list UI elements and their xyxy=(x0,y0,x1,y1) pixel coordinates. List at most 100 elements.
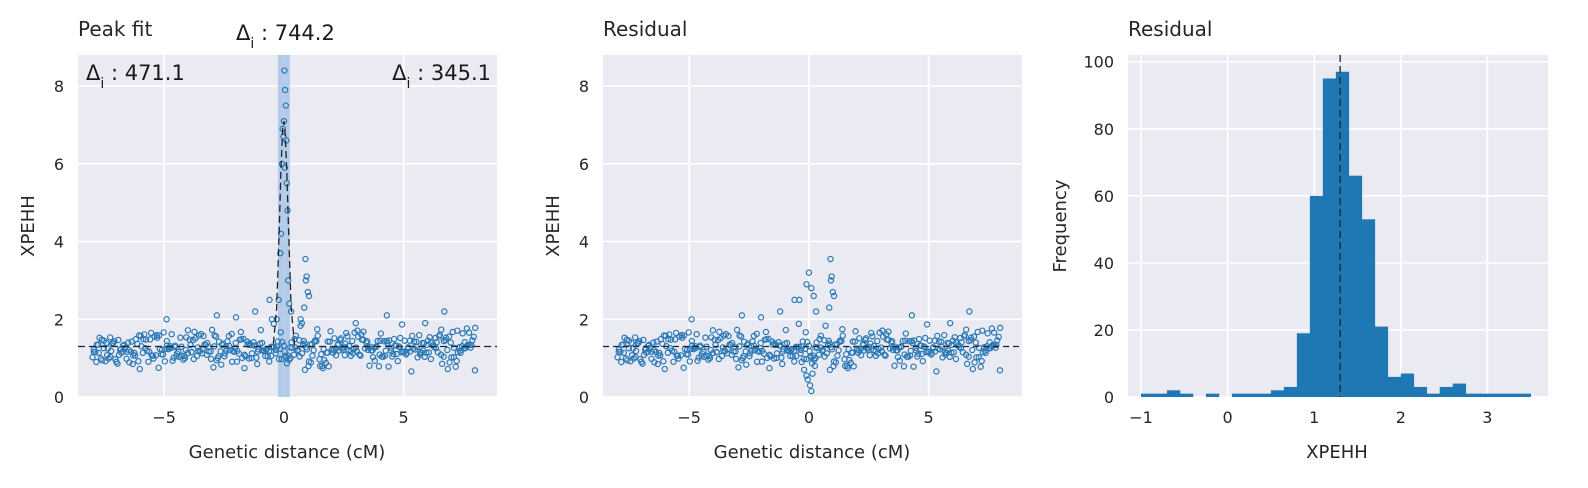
data-point xyxy=(879,327,886,334)
data-point xyxy=(990,329,998,336)
data-point xyxy=(298,319,306,327)
data-point xyxy=(934,332,941,340)
data-point xyxy=(888,337,896,345)
data-point xyxy=(946,319,954,327)
data-point xyxy=(782,326,790,334)
y-tick-label: 80 xyxy=(1094,120,1114,139)
data-point xyxy=(147,329,155,337)
data-point xyxy=(253,354,260,361)
data-point xyxy=(753,330,760,338)
data-point xyxy=(776,308,784,315)
data-point xyxy=(735,364,742,371)
data-point xyxy=(894,353,902,361)
data-point xyxy=(702,334,709,341)
data-point xyxy=(793,352,800,360)
data-point xyxy=(798,358,805,366)
data-point xyxy=(783,339,791,347)
data-point xyxy=(814,344,821,352)
data-point xyxy=(651,359,658,366)
data-point xyxy=(737,333,745,340)
data-point xyxy=(624,357,631,364)
data-point xyxy=(375,363,383,370)
data-point xyxy=(184,327,192,334)
data-point xyxy=(314,332,321,339)
data-point xyxy=(310,347,317,354)
histogram-bar xyxy=(1244,393,1259,397)
data-point xyxy=(326,338,334,345)
histogram-bar xyxy=(1257,393,1272,397)
data-point xyxy=(827,277,835,284)
residual-histogram-title: Residual xyxy=(1128,17,1212,41)
data-point xyxy=(963,326,970,333)
data-point xyxy=(915,350,922,358)
data-point xyxy=(277,329,284,336)
data-point xyxy=(882,352,889,359)
data-point xyxy=(159,351,167,358)
data-point xyxy=(811,362,819,370)
histogram-bar xyxy=(1296,333,1311,397)
data-point xyxy=(885,328,892,335)
data-point xyxy=(713,348,720,356)
data-point xyxy=(933,368,940,375)
data-point xyxy=(301,304,308,311)
data-point xyxy=(103,351,111,359)
data-point xyxy=(181,354,189,362)
data-point xyxy=(448,354,455,361)
histogram-bar xyxy=(1309,195,1324,397)
data-point xyxy=(660,358,667,365)
data-point xyxy=(822,322,829,329)
data-point xyxy=(218,341,226,349)
data-point xyxy=(694,357,701,364)
data-point xyxy=(948,349,955,356)
data-point xyxy=(352,344,360,351)
histogram-bar xyxy=(1140,393,1155,397)
data-point xyxy=(899,337,906,345)
data-point xyxy=(394,357,402,365)
data-point xyxy=(393,342,400,349)
data-point xyxy=(654,360,661,368)
data-point xyxy=(830,292,838,300)
data-point xyxy=(459,330,466,337)
data-point xyxy=(327,328,334,335)
data-point xyxy=(232,314,240,321)
data-point xyxy=(827,255,834,263)
data-point xyxy=(212,333,220,340)
data-point xyxy=(791,358,798,365)
data-point xyxy=(169,357,176,364)
data-point xyxy=(415,331,423,339)
data-point xyxy=(900,363,908,370)
histogram-bar xyxy=(1452,383,1467,397)
data-point xyxy=(445,333,453,340)
data-point xyxy=(823,350,831,357)
histogram-bar xyxy=(1478,393,1493,397)
data-point xyxy=(716,328,723,336)
data-point xyxy=(685,329,692,336)
residual-histogram-xlabel: XPEHH xyxy=(1306,442,1368,463)
data-point xyxy=(454,327,461,334)
x-tick-label: −5 xyxy=(152,408,176,427)
data-point xyxy=(805,269,813,276)
data-point xyxy=(751,347,759,354)
y-tick-label: 20 xyxy=(1094,321,1114,340)
data-point xyxy=(126,359,133,366)
data-point xyxy=(275,355,283,363)
data-point xyxy=(149,352,157,359)
data-point xyxy=(850,363,857,370)
data-point xyxy=(839,326,846,333)
histogram-bar xyxy=(1270,390,1285,397)
data-point xyxy=(305,292,313,300)
data-point xyxy=(278,338,286,346)
peak-fit-title: Peak fit xyxy=(78,17,152,41)
data-point xyxy=(770,355,778,362)
data-point xyxy=(973,354,980,361)
data-point xyxy=(628,339,635,347)
data-point xyxy=(984,330,991,337)
data-point xyxy=(972,339,979,346)
data-point xyxy=(226,347,234,354)
data-point xyxy=(307,359,315,366)
data-point xyxy=(165,344,173,351)
data-point xyxy=(115,336,122,344)
data-point xyxy=(275,296,282,304)
data-point xyxy=(465,329,473,336)
data-point xyxy=(826,366,834,374)
